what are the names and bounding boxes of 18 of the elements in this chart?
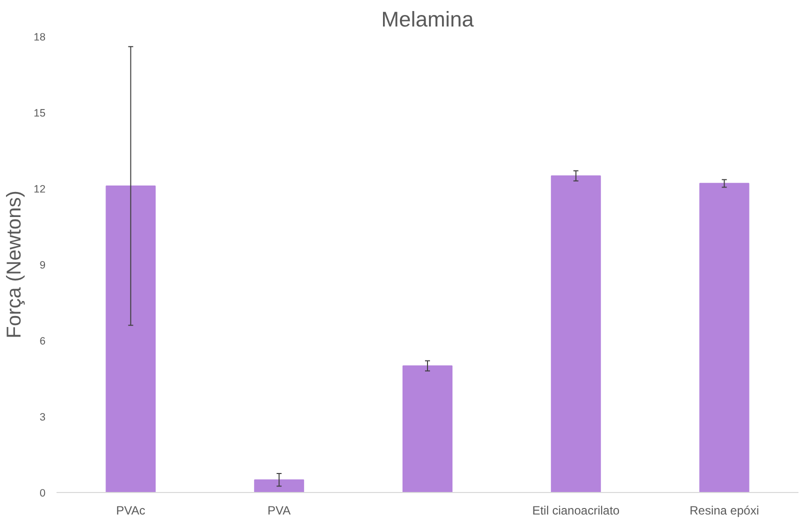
bar xyxy=(550,175,601,492)
y-tick-label: 9 xyxy=(40,260,46,272)
y-tick-label: 15 xyxy=(34,108,46,120)
y-tick-label: 3 xyxy=(40,412,46,424)
y-axis-title: Força (Newtons) xyxy=(4,190,26,338)
y-tick-label: 12 xyxy=(34,184,46,196)
bar xyxy=(699,182,750,492)
bar xyxy=(254,479,304,492)
y-tick-label: 6 xyxy=(40,336,46,348)
x-tick-label: Etil cianoacrilato xyxy=(532,504,620,518)
y-tick-label: 0 xyxy=(40,488,46,500)
x-tick-label: PVAc xyxy=(116,504,146,518)
x-tick-label: PVA xyxy=(268,504,291,518)
x-tick-label: Resina epóxi xyxy=(690,504,759,518)
y-tick-label: 18 xyxy=(34,32,46,44)
bar xyxy=(106,185,156,492)
bar xyxy=(402,365,452,492)
chart-title: Melamina xyxy=(381,8,474,32)
